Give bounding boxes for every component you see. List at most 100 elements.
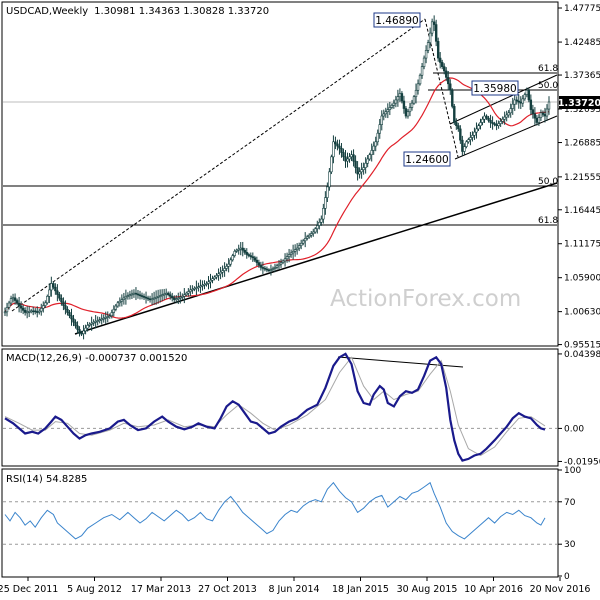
candle-body (308, 234, 311, 238)
candle-body (525, 89, 529, 95)
x-tick-label: 27 Oct 2013 (198, 584, 257, 595)
candle-body (138, 294, 142, 297)
candle-body (255, 259, 259, 263)
candle-body (239, 247, 242, 250)
macd-title: MACD(12,26,9) -0.000737 0.001520 (6, 353, 187, 364)
candle-body (191, 288, 194, 291)
candle-body (94, 321, 97, 323)
candle-body (352, 154, 355, 162)
candle-body (76, 325, 79, 330)
price-label-mid: 1.35980 (473, 83, 516, 95)
candle-body (82, 330, 85, 334)
candle-body (475, 128, 478, 133)
candle-body (158, 295, 162, 297)
y-tick-label: 1.11175 (564, 240, 600, 250)
candle-body (527, 89, 531, 101)
candle-body (354, 160, 357, 168)
candle-body (130, 293, 134, 296)
candle-body (455, 122, 458, 126)
price-label-box-high (373, 12, 421, 28)
candle-body (243, 249, 246, 253)
candle-body (320, 218, 323, 223)
candle-body (60, 297, 63, 303)
y-tick-label: 1.32095 (564, 105, 600, 115)
candle-body (434, 24, 438, 42)
candle-body (467, 139, 470, 143)
macd-panel: 0.043983 0.00 -0.019501 MACD(12,26,9) -0.0… (1, 348, 600, 467)
price-label-box-mid (471, 80, 519, 96)
candle-body (229, 259, 232, 265)
fib-label-50-upper: 50.0 (538, 81, 558, 91)
candle-body (394, 99, 398, 104)
macd-main-line (4, 352, 546, 462)
candle-body (344, 156, 347, 162)
symbol-timeframe: USDCAD,Weekly (6, 6, 88, 17)
candle-body (346, 158, 349, 162)
candle-body (430, 21, 434, 34)
candle-body (386, 109, 390, 113)
candle-body (364, 162, 367, 168)
candle-body (479, 122, 482, 126)
candle-body (52, 283, 55, 288)
candle-body (34, 310, 37, 313)
candle-body (96, 320, 99, 322)
candle-body (378, 124, 381, 134)
candle-body (447, 77, 450, 85)
candle-body (102, 317, 105, 320)
candle-body (469, 137, 472, 140)
candle-body (543, 114, 547, 117)
candle-body (225, 266, 228, 269)
candle-body (424, 50, 428, 59)
price-panel-frame (1, 1, 559, 347)
candle-body (199, 285, 202, 288)
candle-body (445, 70, 448, 78)
candle-body (86, 325, 89, 329)
price-label-high: 1.46890 (375, 15, 418, 27)
candle-body (209, 279, 212, 283)
candle-body (547, 101, 551, 110)
candle-body (291, 250, 295, 254)
candle-body (517, 100, 520, 103)
candle-body (9, 298, 13, 304)
candle-body (164, 292, 168, 295)
candle-body (140, 295, 144, 297)
candle-body (289, 252, 293, 255)
candle-body (281, 260, 285, 263)
candle-body (132, 292, 136, 295)
candle-body (295, 247, 299, 250)
candle-body (261, 267, 265, 269)
candle-body (13, 297, 17, 301)
candle-body (418, 74, 422, 85)
fib-label-61-8-lower: 61.8 (538, 216, 558, 226)
macd-panel-frame (1, 348, 559, 467)
candle-body (340, 147, 343, 153)
candle-body (539, 112, 543, 118)
y-tick-label: 1.05900 (564, 274, 600, 284)
candle-body (84, 327, 87, 332)
candle-body (473, 131, 476, 136)
candle-body (487, 117, 490, 121)
candle-body (118, 300, 122, 304)
y-tick-label: 1.47775 (564, 4, 600, 14)
candle-body (443, 66, 446, 72)
candle-body (38, 310, 41, 313)
candle-body (114, 305, 118, 310)
candle-body (62, 301, 65, 306)
candle-body (271, 268, 275, 270)
candle-body (213, 276, 216, 279)
candle-body (215, 275, 218, 278)
candle-body (503, 116, 506, 120)
candle-body (422, 57, 426, 67)
candle-body (154, 296, 158, 299)
candle-body (189, 289, 192, 292)
candle-body (171, 296, 174, 299)
candle-body (23, 310, 27, 313)
candle-body (219, 271, 222, 275)
candle-body (453, 106, 456, 123)
y-tick-label: 100 (564, 466, 581, 476)
x-tick-label: 18 Jan 2015 (332, 584, 389, 595)
rsi-line (4, 481, 546, 540)
candle-body (322, 208, 325, 220)
candle-body (247, 254, 250, 256)
candle-body (263, 267, 267, 270)
